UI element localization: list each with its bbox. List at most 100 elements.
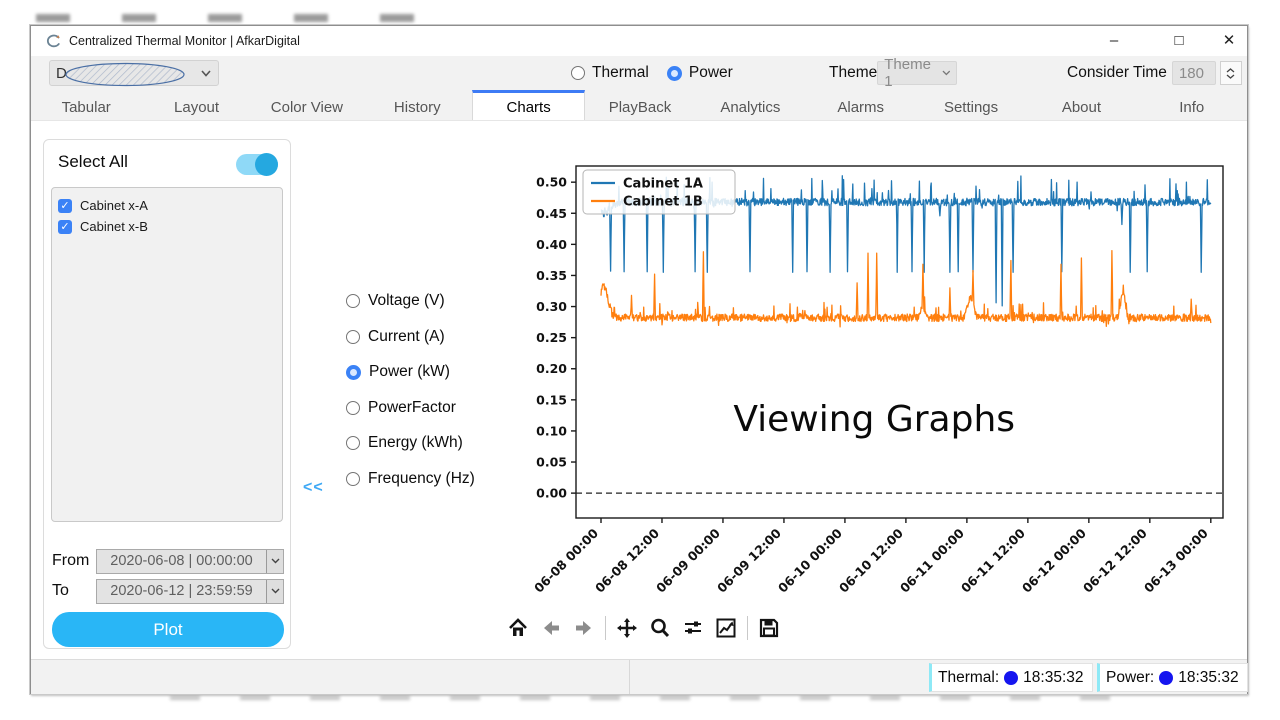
- title-bar: Centralized Thermal Monitor | AfkarDigit…: [31, 26, 1247, 56]
- forward-arrow-icon[interactable]: [572, 616, 596, 640]
- consider-time-spinner[interactable]: [1219, 61, 1242, 85]
- chevron-down-icon[interactable]: [266, 579, 283, 603]
- tab-playback[interactable]: PlayBack: [608, 99, 672, 116]
- chart-figure: Viewing Graphs 0.00 0.05 0.10 0.15 0.20 0.25 0.…: [511, 151, 1241, 629]
- checkbox-checked-icon[interactable]: ✓: [58, 219, 72, 234]
- toolbar-separator: [605, 616, 606, 640]
- to-datetime-field[interactable]: 2020-06-12 | 23:59:59: [96, 578, 284, 604]
- tab-settings[interactable]: Settings: [943, 99, 999, 116]
- measurement-radio-group: Voltage (V) Current (A) Power (kW) Power…: [346, 289, 475, 502]
- top-controls-row: D Thermal Power Theme Theme 1: [31, 56, 1247, 90]
- zoom-icon[interactable]: [648, 616, 672, 640]
- tab-analytics[interactable]: Analytics: [720, 99, 781, 116]
- toolbar-separator: [747, 616, 748, 640]
- pan-icon[interactable]: [615, 616, 639, 640]
- background-window-remnant: [170, 696, 1130, 700]
- redaction-scribble: [65, 62, 185, 87]
- status-bar: Thermal: 18:35:32 Power: 18:35:32: [31, 659, 1248, 694]
- cabinet-list[interactable]: ✓ Cabinet x-A ✓ Cabinet x-B: [51, 187, 283, 522]
- from-label: From: [52, 552, 90, 569]
- thermal-status: Thermal: 18:35:32: [929, 663, 1093, 692]
- tab-info[interactable]: Info: [1179, 99, 1205, 116]
- consider-time-value[interactable]: 180: [1171, 61, 1216, 85]
- radio-power-kw[interactable]: Power (kW): [346, 360, 475, 384]
- plot-button[interactable]: Plot: [52, 612, 284, 647]
- y-tick-label: 0.25: [536, 330, 567, 345]
- radio-frequency[interactable]: Frequency (Hz): [346, 467, 475, 491]
- radio-icon: [571, 66, 585, 80]
- window-title: Centralized Thermal Monitor | AfkarDigit…: [69, 34, 300, 48]
- tab-layout[interactable]: Layout: [174, 99, 220, 116]
- home-icon[interactable]: [506, 616, 530, 640]
- checkbox-checked-icon[interactable]: ✓: [58, 198, 72, 213]
- consider-time-group: Consider Time 180: [1067, 61, 1242, 85]
- chart-annotation: Viewing Graphs: [733, 399, 1015, 440]
- subplot-settings-icon[interactable]: [681, 616, 705, 640]
- radio-icon: [346, 329, 360, 344]
- y-tick-label: 0.45: [536, 206, 567, 221]
- chevron-down-icon[interactable]: [266, 549, 283, 573]
- radio-power[interactable]: Power: [666, 64, 733, 82]
- power-status: Power: 18:35:32: [1097, 663, 1248, 692]
- y-tick-label: 0.50: [536, 175, 567, 190]
- radio-energy[interactable]: Energy (kWh): [346, 431, 475, 455]
- legend-entry: Cabinet 1B: [623, 195, 703, 210]
- y-tick-label: 0.15: [536, 392, 567, 407]
- radio-icon: [346, 436, 360, 450]
- radio-current[interactable]: Current (A): [346, 325, 475, 349]
- radio-thermal[interactable]: Thermal: [571, 64, 649, 82]
- main-content: Select All ✓ Cabinet x-A ✓ Cabinet x-B F…: [31, 121, 1247, 659]
- collapse-panel-button[interactable]: <<: [303, 479, 324, 496]
- list-item-cabinet-xb[interactable]: ✓ Cabinet x-B: [58, 216, 276, 237]
- theme-dropdown[interactable]: Theme 1: [877, 56, 958, 90]
- figure-options-icon[interactable]: [714, 616, 738, 640]
- back-arrow-icon[interactable]: [539, 616, 563, 640]
- radio-powerfactor[interactable]: PowerFactor: [346, 396, 475, 420]
- chevron-down-icon: [201, 70, 211, 77]
- app-window: Centralized Thermal Monitor | AfkarDigit…: [30, 25, 1248, 694]
- radio-icon: [346, 294, 360, 308]
- select-all-label: Select All: [58, 152, 128, 171]
- select-all-toggle[interactable]: [236, 153, 278, 176]
- tab-history[interactable]: History: [393, 99, 441, 116]
- radio-selected-icon: [666, 65, 682, 81]
- app-logo-icon: [47, 34, 60, 48]
- chevron-down-icon: [942, 70, 950, 76]
- legend-entry: Cabinet 1A: [623, 177, 703, 192]
- device-dropdown[interactable]: D: [49, 60, 219, 87]
- minimize-button[interactable]: –: [1109, 32, 1119, 49]
- power-line-chart: Viewing Graphs 0.00 0.05 0.10 0.15 0.20 0.25 0.…: [531, 165, 1224, 596]
- tab-charts[interactable]: Charts: [472, 90, 585, 120]
- y-tick-label: 0.10: [536, 423, 567, 438]
- x-tick-label: 06-13 00:00: [1141, 525, 1211, 595]
- tab-alarms[interactable]: Alarms: [837, 99, 885, 116]
- radio-voltage[interactable]: Voltage (V): [346, 289, 475, 313]
- chart-legend: Cabinet 1A Cabinet 1B: [582, 169, 736, 215]
- mode-radio-group: Thermal Power: [571, 56, 733, 90]
- background-window-remnant: [36, 14, 426, 22]
- theme-group: Theme Theme 1: [829, 56, 958, 90]
- tab-about[interactable]: About: [1061, 99, 1102, 116]
- tab-bar: Tabular Layout Color View History Charts…: [31, 90, 1247, 121]
- list-item-cabinet-xa[interactable]: ✓ Cabinet x-A: [58, 195, 276, 216]
- chevron-down-icon: [1227, 74, 1235, 79]
- chevron-up-icon: [1227, 67, 1235, 72]
- tab-color-view[interactable]: Color View: [270, 99, 344, 116]
- statusbar-divider: [629, 660, 630, 694]
- tab-tabular[interactable]: Tabular: [61, 99, 111, 116]
- power-status-dot: [1159, 670, 1174, 685]
- y-tick-label: 0.30: [536, 299, 567, 314]
- plot-navigation-toolbar: [506, 611, 781, 645]
- maximize-button[interactable]: □: [1174, 32, 1184, 49]
- y-tick-label: 0.40: [536, 237, 567, 252]
- y-tick-label: 0.35: [536, 268, 567, 283]
- radio-icon: [346, 471, 360, 486]
- y-tick-label: 0.00: [536, 486, 567, 501]
- close-button[interactable]: ✕: [1222, 32, 1236, 49]
- to-label: To: [52, 582, 69, 599]
- save-icon[interactable]: [757, 616, 781, 640]
- from-datetime-field[interactable]: 2020-06-08 | 00:00:00: [96, 548, 284, 574]
- y-tick-label: 0.05: [536, 455, 567, 470]
- toggle-knob: [255, 153, 278, 176]
- device-dropdown-text: D: [56, 64, 67, 82]
